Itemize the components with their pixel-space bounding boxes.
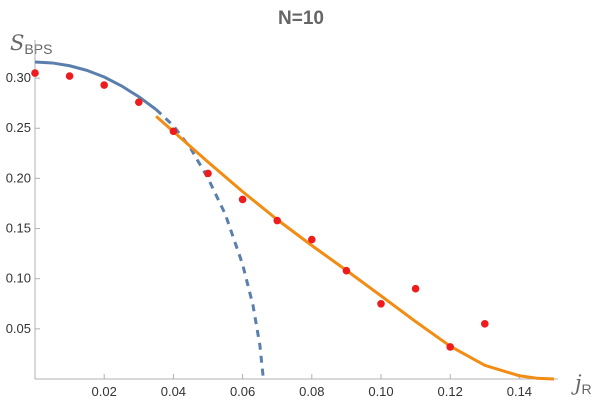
x-tick-label: 0.10: [368, 384, 393, 399]
data-point: [342, 266, 351, 275]
y-tick-label: 0.15: [6, 221, 31, 236]
y-tick-label: 0.05: [6, 321, 31, 336]
x-tick-label: 0.06: [230, 384, 255, 399]
x-tick-label: 0.12: [438, 384, 463, 399]
x-ticks: 0.02 0.04 0.06 0.08 0.10 0.12 0.14: [92, 374, 532, 399]
data-point: [238, 195, 247, 204]
data-point: [411, 284, 420, 293]
x-axis-label: jR: [571, 371, 592, 397]
y-axis-label-sub: BPS: [24, 41, 52, 57]
data-point: [481, 320, 489, 328]
series-lines: [34, 60, 555, 381]
data-point: [100, 81, 108, 89]
y-tick-label: 0.25: [6, 120, 31, 135]
data-point: [169, 127, 178, 136]
data-point: [204, 169, 212, 178]
data-point: [273, 216, 282, 225]
x-axis-label-main: j: [571, 371, 582, 395]
x-tick-label: 0.02: [92, 384, 117, 399]
data-point: [65, 72, 74, 80]
x-tick-label: 0.04: [161, 384, 186, 399]
series-line-blue-dashed-curve: [155, 108, 265, 380]
series-points: [31, 69, 489, 351]
x-tick-label: 0.08: [299, 384, 324, 399]
y-tick-label: 0.20: [6, 170, 31, 185]
series-line-orange-curve: [155, 115, 555, 381]
data-point: [308, 235, 316, 244]
y-tick-label: 0.30: [6, 70, 31, 85]
data-point: [31, 69, 39, 77]
data-point: [135, 98, 143, 106]
y-tick-label: 0.10: [6, 271, 31, 286]
y-axis-label: SBPS: [10, 31, 52, 57]
data-point: [377, 299, 385, 308]
data-point: [446, 343, 455, 351]
x-tick-label: 0.14: [507, 384, 532, 399]
y-axis-label-main: S: [10, 31, 24, 55]
series-line-blue-solid-curve: [34, 60, 157, 111]
x-axis-label-sub: R: [582, 381, 592, 397]
y-ticks: 0.05 0.10 0.15 0.20 0.25 0.30: [6, 70, 40, 336]
chart-title: N=10: [278, 8, 324, 29]
